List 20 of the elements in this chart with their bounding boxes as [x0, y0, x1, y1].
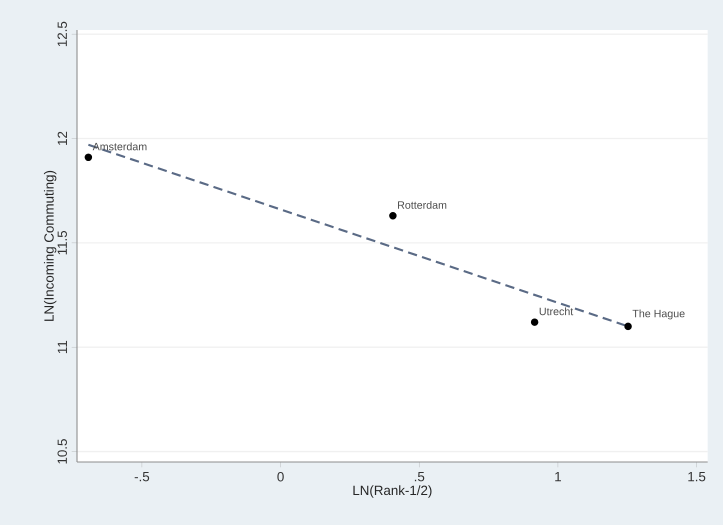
y-axis-title: LN(Incoming Commuting): [44, 170, 56, 321]
annotation: The Hague: [632, 309, 685, 320]
x-axis-title: LN(Rank-1/2): [353, 485, 432, 498]
x-tick-label: -.5: [134, 472, 150, 482]
annotation: Amsterdam: [92, 142, 146, 150]
annotation: Rotterdam: [398, 200, 446, 209]
point: [530, 318, 538, 326]
x-tick-label: 1.5: [688, 472, 706, 482]
point: [624, 322, 632, 330]
y-tick-label: 10.5: [58, 439, 67, 464]
x-tick-label: .5: [414, 472, 424, 482]
y-tick-label: 12.5: [58, 22, 67, 46]
x-tick-label: 1: [555, 472, 561, 482]
point: [84, 154, 92, 162]
point: [389, 212, 397, 220]
y-tick-label: 11: [58, 340, 67, 354]
x-tick-label: 0: [277, 472, 284, 482]
y-tick-label: 11.5: [58, 230, 67, 254]
y-tick-label: 12: [58, 132, 67, 145]
annotation: Utrecht: [540, 307, 574, 316]
